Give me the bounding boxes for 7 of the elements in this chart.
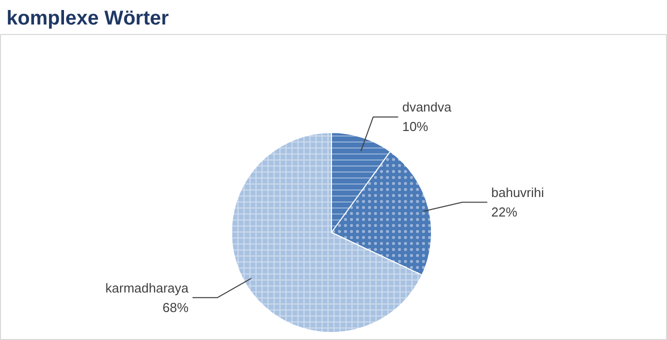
data-label: 68% — [162, 300, 189, 315]
slice-label: karmadharaya — [105, 280, 190, 296]
data-label: 10% — [402, 119, 429, 134]
chart-title: komplexe Wörter — [6, 8, 169, 30]
data-label: 22% — [491, 204, 518, 220]
slice-label: dvandva — [402, 100, 452, 115]
slice-label: bahuvrihi — [491, 185, 544, 200]
